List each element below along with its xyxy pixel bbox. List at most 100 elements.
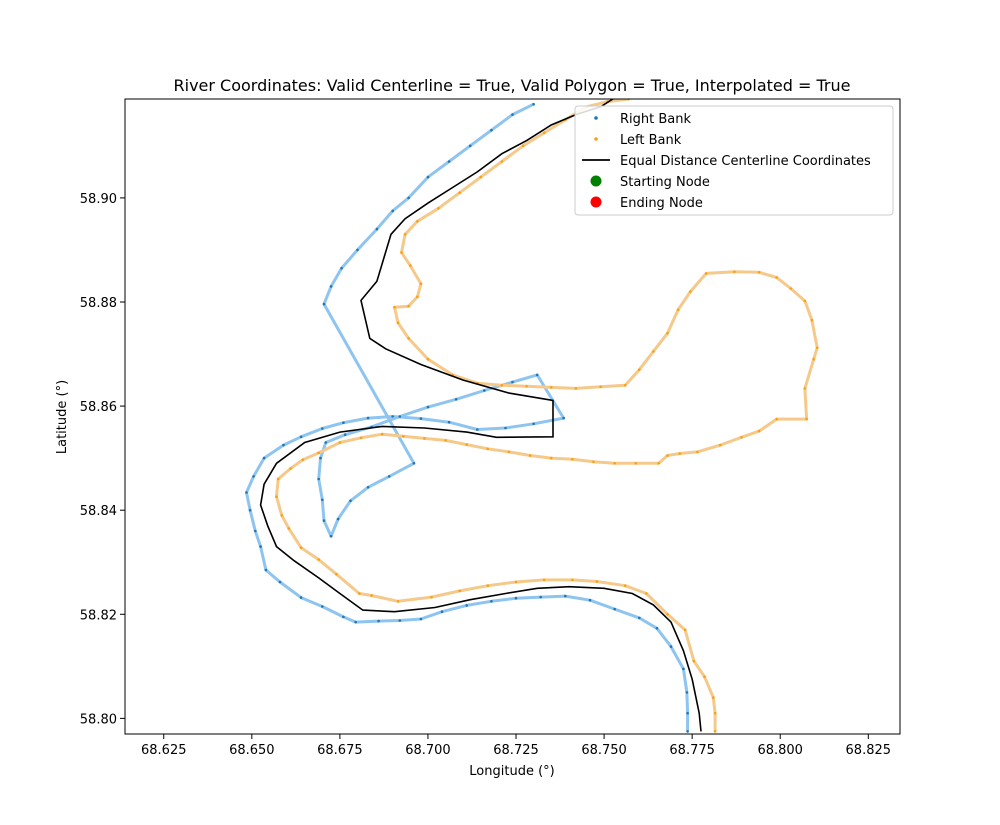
left-bank-point [542, 131, 546, 135]
right-bank-point [319, 456, 322, 460]
legend-marker [594, 116, 598, 120]
left-bank-point [403, 233, 407, 236]
legend-box [574, 105, 894, 216]
x-tick-label: 68.775 [669, 743, 715, 758]
left-bank-point [521, 144, 525, 148]
left-bank-point [500, 384, 504, 387]
x-tick-label: 68.725 [493, 743, 539, 758]
right-bank-point [562, 416, 565, 420]
left-bank-point [287, 527, 291, 530]
left-bank-point [803, 387, 807, 390]
left-bank-point [757, 429, 761, 433]
right-bank-point [387, 475, 391, 478]
left-bank-point [803, 299, 807, 303]
right-bank-point [299, 596, 303, 599]
left-bank-point [652, 350, 655, 353]
right-bank-point [686, 730, 689, 733]
left-bank-point [419, 282, 423, 286]
left-bank-point [613, 462, 616, 465]
right-bank-point [321, 498, 324, 502]
right-bank-point [669, 645, 673, 648]
right-bank-point [343, 433, 347, 437]
x-tick-label: 68.625 [141, 743, 187, 758]
legend-marker [590, 175, 602, 187]
right-bank-point [366, 486, 370, 489]
right-bank-line [245, 415, 690, 732]
left-bank-point [719, 443, 722, 447]
left-bank-point [370, 594, 373, 597]
left-bank-point [479, 175, 483, 179]
right-bank-point [483, 389, 486, 392]
left-bank-point [416, 220, 419, 223]
left-bank-point [275, 495, 278, 499]
right-bank-point [588, 598, 592, 602]
right-bank-point [329, 285, 333, 288]
right-bank-point [685, 691, 689, 694]
right-bank-point [490, 600, 493, 603]
right-bank-point [282, 443, 285, 447]
y-tick-label: 58.84 [80, 504, 117, 519]
legend: Right Bank Left Bank Equal Distance Center… [574, 105, 894, 216]
left-bank-point [645, 592, 648, 595]
x-tick-label: 68.750 [581, 743, 627, 758]
right-bank-point [447, 420, 451, 424]
legend-marker [594, 137, 598, 141]
right-bank-point [264, 568, 268, 572]
left-bank-point [713, 730, 717, 733]
left-bank-point [712, 696, 715, 699]
right-bank-point [539, 595, 542, 599]
right-bank-point [336, 517, 340, 521]
left-bank-point [733, 270, 736, 274]
right-bank-point [329, 534, 333, 538]
right-bank-point [504, 426, 507, 430]
right-bank-point [375, 227, 379, 231]
legend-label: Ending Node [620, 196, 703, 211]
right-bank-point [354, 620, 358, 624]
left-bank-point [409, 264, 412, 267]
right-bank-point [426, 405, 430, 409]
left-bank-point [396, 321, 400, 325]
left-bank-point [634, 462, 638, 465]
centerline [259, 99, 702, 732]
left-bank-point [666, 454, 669, 457]
left-bank-point [317, 451, 321, 455]
left-bank-point [676, 308, 680, 312]
right-bank-point [514, 596, 518, 600]
right-bank-point [532, 102, 535, 106]
right-bank-point [324, 441, 328, 444]
right-bank-point [419, 617, 423, 621]
left-bank-point [789, 287, 793, 290]
right-bank-point [349, 499, 352, 503]
left-bank-point [407, 337, 410, 340]
right-bank-point [511, 380, 514, 384]
right-bank-point [299, 435, 303, 439]
left-bank-point [638, 368, 641, 372]
left-bank-point [595, 580, 599, 583]
right-bank-point [321, 605, 324, 608]
left-bank-point [571, 457, 574, 461]
left-bank-point [775, 276, 778, 279]
left-bank-point [549, 456, 553, 460]
left-bank-point [678, 452, 682, 455]
right-bank-point [476, 428, 479, 431]
right-bank-point [322, 302, 326, 306]
right-bank-point [638, 616, 641, 620]
left-bank-point [338, 441, 342, 444]
right-bank-point [419, 417, 423, 420]
left-bank-point [696, 450, 699, 454]
right-bank-point [613, 607, 616, 611]
x-axis: 68.625 68.650 68.675 68.700 68.725 68.750 68.7… [141, 734, 891, 758]
left-bank-point [280, 514, 284, 517]
left-bank-point [500, 160, 504, 163]
x-axis-label: Longitude (°) [469, 764, 554, 779]
right-bank-line [322, 102, 535, 537]
right-bank-point [317, 477, 321, 481]
left-bank-point [430, 595, 433, 599]
left-bank-point [812, 357, 815, 361]
legend-label: Equal Distance Centerline Coordinates [620, 154, 871, 169]
left-bank-point [525, 385, 528, 388]
left-bank-line [275, 432, 717, 732]
y-tick-label: 58.90 [80, 192, 117, 207]
left-bank-point [514, 580, 518, 584]
